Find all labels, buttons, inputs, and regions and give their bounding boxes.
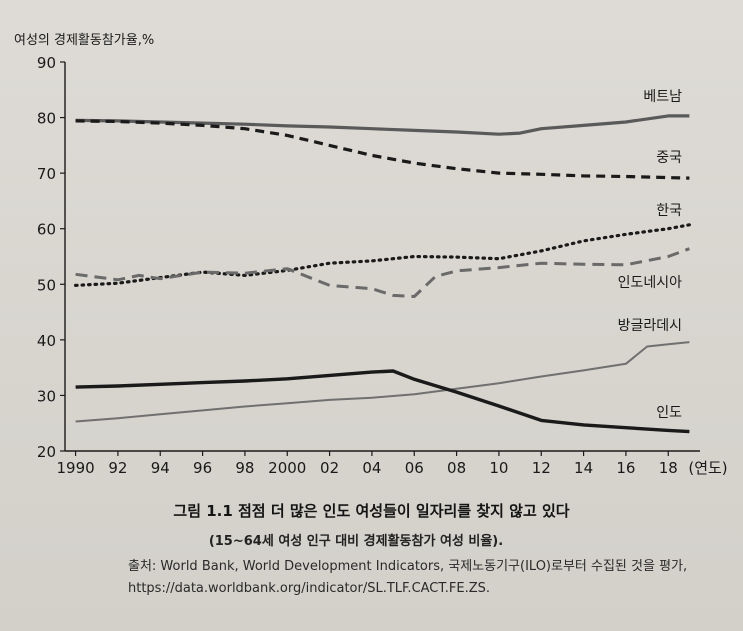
figure-caption-title: 그림 1.1 점점 더 많은 인도 여성들이 일자리를 찾지 않고 있다 xyxy=(173,502,570,520)
line-chart: 여성의 경제활동참가율,% 20 30 40 50 60 70 80 90 1990 92 94 96 9… xyxy=(14,33,728,477)
x-tick-label: 1990 xyxy=(56,459,94,477)
y-tick-label: 40 xyxy=(37,332,56,350)
x-tick-label: 96 xyxy=(193,459,212,477)
series-label-1: 베트남 xyxy=(643,89,682,105)
x-tick-label: 92 xyxy=(108,459,127,477)
x-tick-label: 02 xyxy=(320,459,339,477)
series-line-6 xyxy=(75,369,690,434)
x-tick-label: 06 xyxy=(405,459,424,477)
x-tick-label: 18 xyxy=(659,459,678,477)
source-line-1: 출처: World Bank, World Development Indica… xyxy=(128,559,688,574)
x-axis-label: (연도) xyxy=(688,459,727,477)
x-tick-label: 04 xyxy=(362,459,381,477)
y-tick-label: 20 xyxy=(37,443,56,461)
x-tick-label: 94 xyxy=(151,459,170,477)
x-tick-label: 98 xyxy=(235,459,254,477)
figure-caption-subtitle: (15~64세 여성 인구 대비 경제활동참가 여성 비율). xyxy=(208,534,504,549)
x-tick-label: 08 xyxy=(447,459,466,477)
series-line-4 xyxy=(75,247,690,298)
x-tick-label: 16 xyxy=(616,459,635,477)
x-tick-label: 14 xyxy=(574,459,593,477)
series-label-6: 인도 xyxy=(656,405,682,421)
series-line-5 xyxy=(75,341,690,423)
y-tick-label: 80 xyxy=(37,110,56,128)
series-line-2 xyxy=(75,119,690,180)
y-axis-label: 여성의 경제활동참가율,% xyxy=(14,33,154,48)
y-tick-label: 60 xyxy=(37,221,56,239)
series-line-1 xyxy=(75,114,690,136)
x-tick-label: 10 xyxy=(489,459,508,477)
x-tick-label: 2000 xyxy=(268,459,306,477)
series-label-5: 방글라데시 xyxy=(618,318,682,334)
series-label-3: 한국 xyxy=(656,203,682,219)
figure-source: 출처: World Bank, World Development Indica… xyxy=(128,556,687,600)
y-tick-label: 90 xyxy=(37,54,56,72)
source-url: https://data.worldbank.org/indicator/SL.… xyxy=(128,581,491,596)
series-line-3 xyxy=(74,223,691,287)
y-tick-label: 30 xyxy=(37,387,56,405)
series-label-4: 인도네시아 xyxy=(618,275,683,291)
y-tick-label: 50 xyxy=(37,276,56,294)
y-tick-label: 70 xyxy=(37,165,56,183)
x-tick-label: 12 xyxy=(532,459,551,477)
series-label-2: 중국 xyxy=(656,150,682,166)
